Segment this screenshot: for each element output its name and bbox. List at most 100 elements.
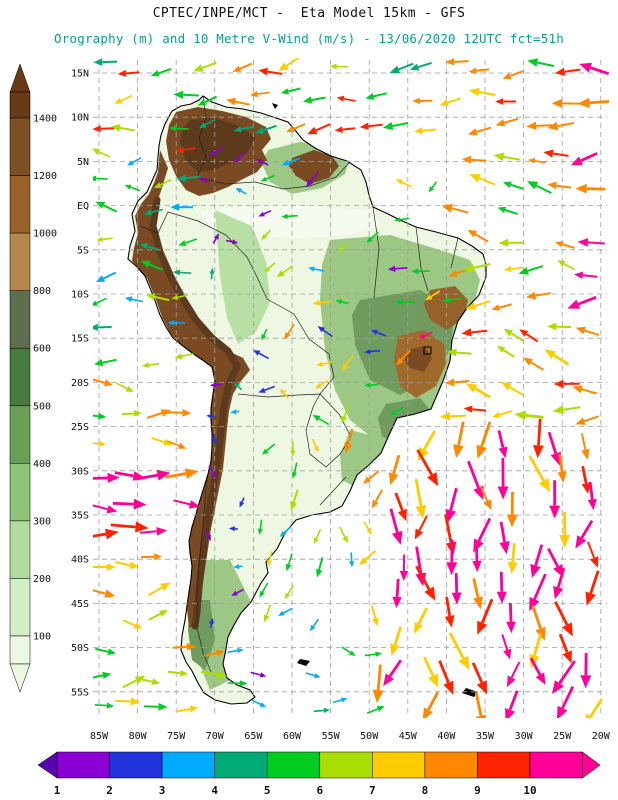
orography-scale-label: 800 [33,286,51,297]
lat-tick-label: 5S [77,245,89,256]
wind-arrow [444,596,455,628]
wind-arrow [110,521,149,533]
wind-arrow [173,499,201,509]
lon-tick-label: 65W [244,731,263,742]
wind-arrow [499,521,510,555]
orography-colorbar-cap-top [9,63,31,93]
wind-arrow [498,238,524,247]
wind-arrow [528,158,547,164]
wind-arrow [572,385,598,395]
wind-arrow [329,63,348,70]
wind-arrow [211,433,217,445]
wind-arrow [93,175,108,182]
country-border [196,469,212,673]
lon-tick-label: 35W [476,731,495,742]
country-border [319,476,347,506]
wind-arrow [336,95,356,102]
country-border [139,211,169,234]
wind-arrow [341,405,350,424]
wind-arrow [495,117,519,127]
wind-arrow [279,388,289,399]
lon-tick-label: 30W [515,731,534,742]
wind-arrow [581,465,591,494]
orography-scale-label: 1000 [33,229,57,240]
wind-scale-label: 8 [422,784,429,797]
island [462,688,478,697]
wind-arrow [451,573,462,605]
wind-arrow [497,345,515,358]
wind-arrow [279,526,292,537]
lat-tick-label: 20S [71,378,89,389]
wind-arrow [528,455,551,493]
wind-arrow [290,489,299,511]
wind-arrow [497,430,508,459]
wind-arrow [395,349,412,366]
wind-arrow [463,263,491,272]
orography-colorbar-segment [9,405,31,464]
wind-arrow [453,421,465,459]
wind-arrow [399,554,409,582]
wind-arrow [93,358,117,367]
wind-arrow [165,468,199,479]
wind-arrow [446,539,458,576]
chart-title: CPTEC/INPE/MCT - Eta Model 15km - GFS [152,6,466,21]
orography-scale-label: 400 [33,459,51,470]
wind-arrow [292,462,298,479]
wind-arrow [233,125,254,133]
wind-arrow [492,410,512,418]
wind-arrow [142,362,160,368]
wind-arrow [93,589,116,598]
wind-arrow [311,438,319,453]
wind-arrow [372,664,384,704]
wind-colorbar-segment [477,751,531,779]
wind-arrow [577,97,610,108]
wind-arrow [284,323,295,340]
wind-arrow [143,208,163,216]
wind-arrow [501,634,512,660]
orography-scale-label: 1200 [33,171,57,182]
wind-arrow [124,296,144,303]
orography-colorbar-segment [9,117,31,176]
wind-arrow [178,238,198,246]
lon-tick-label: 60W [283,731,302,742]
wind-arrow [371,489,384,509]
lon-tick-label: 70W [206,731,225,742]
wind-arrow [114,561,139,569]
wind-arrow [585,698,603,718]
wind-arrow [199,118,216,129]
wind-arrow [208,465,217,479]
wind-scale-label: 9 [474,784,481,797]
wind-arrow [122,675,146,689]
wind-arrow [250,671,267,678]
wind-arrow [412,97,433,105]
wind-arrow [523,357,545,371]
wind-arrow [461,155,487,164]
wind-arrow [574,271,598,279]
wind-arrow [167,670,189,677]
wind-arrow [257,519,263,535]
wind-arrow [448,632,470,670]
wind-arrow [554,601,573,637]
wind-arrow [394,217,410,223]
wind-arrow [93,148,111,158]
wind-arrow [285,553,293,572]
wind-arrow [461,328,488,337]
wind-arrow [497,457,509,500]
wind-arrow [551,99,579,108]
wind-arrow [201,670,228,679]
orography-colorbar-segment [9,463,31,522]
wind-arrow [313,707,330,713]
wind-arrow [276,265,294,278]
wind-arrow [474,692,487,718]
wind-arrow [471,662,488,695]
wind-arrow [174,352,194,360]
wind-arrow [264,262,276,273]
lat-tick-label: 10N [71,113,89,124]
wind-arrow [506,491,518,528]
wind-arrow [495,98,517,105]
lon-tick-label: 55W [322,731,341,742]
wind-colorbar-segment [109,751,163,779]
lat-tick-label: 15S [71,334,89,345]
wind-arrow [332,697,348,704]
lat-tick-label: 40S [71,555,89,566]
